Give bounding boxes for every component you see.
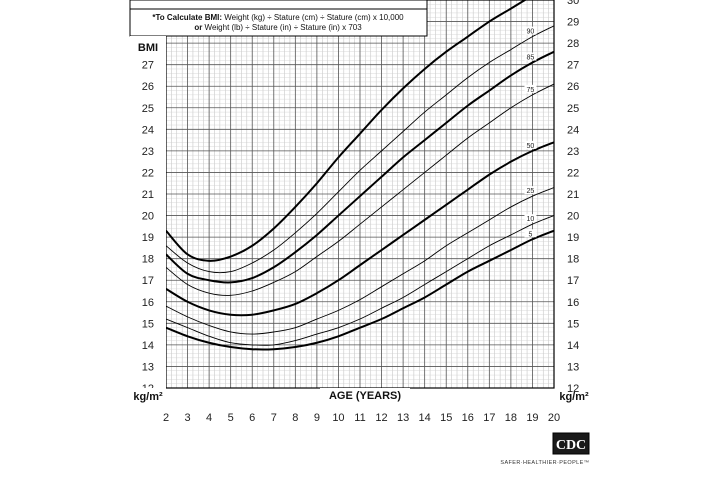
percentile-curve-50 bbox=[166, 141, 554, 317]
percentile-curve-25 bbox=[166, 187, 554, 335]
left-unit-band bbox=[130, 388, 166, 408]
y-tick-label-right: 18 bbox=[567, 254, 579, 266]
percentile-curve-10 bbox=[166, 215, 554, 346]
cdc-logo: CDC SAFER·HEALTHIER·PEOPLE™ bbox=[500, 432, 590, 466]
y-tick-label-right: 21 bbox=[567, 189, 579, 201]
percentile-label-25: 25 bbox=[527, 188, 535, 195]
x-tick-label: 10 bbox=[332, 412, 344, 424]
percentile-label-bg bbox=[524, 140, 537, 149]
percentile-label-75: 75 bbox=[527, 87, 535, 94]
cdc-tagline: SAFER·HEALTHIER·PEOPLE™ bbox=[500, 460, 589, 466]
y-tick-label-left: 16 bbox=[142, 297, 154, 309]
percentile-curve-90 bbox=[166, 25, 554, 274]
y-tick-label-left: 26 bbox=[142, 81, 154, 93]
formula-box bbox=[129, 0, 428, 37]
y-tick-label-left: 13 bbox=[142, 361, 154, 373]
percentile-curve-5 bbox=[166, 229, 554, 351]
y-tick-label-right: 25 bbox=[567, 103, 579, 115]
x-tick-label: 12 bbox=[375, 412, 387, 424]
x-tick-label: 16 bbox=[462, 412, 474, 424]
y-tick-label-right: 30 bbox=[567, 0, 579, 7]
x-tick-label: 13 bbox=[397, 412, 409, 424]
y-tick-label-right: 22 bbox=[567, 167, 579, 179]
percentile-label-5: 5 bbox=[528, 231, 532, 238]
x-axis-title: AGE (YEARS) bbox=[329, 390, 401, 402]
x-tick-label: 9 bbox=[314, 412, 320, 424]
y-tick-label-right: 29 bbox=[567, 17, 579, 29]
left-label-panel bbox=[130, 36, 166, 388]
percentile-label-bg bbox=[524, 26, 537, 35]
y-tick-label-right: 26 bbox=[567, 81, 579, 93]
x-tick-label: 20 bbox=[548, 412, 560, 424]
x-tick-label: 3 bbox=[184, 412, 190, 424]
percentile-curve-85 bbox=[166, 50, 554, 284]
y-tick-label-right: 20 bbox=[567, 211, 579, 223]
x-ticks: 2 3 4 5 6 7 8 9 10 11 12 13 14 15 16 17 18 19 20 bbox=[163, 412, 560, 424]
x-tick-label: 14 bbox=[419, 412, 431, 424]
y-tick-label-right: 13 bbox=[567, 361, 579, 373]
y-tick-label-left: 20 bbox=[142, 211, 154, 223]
y-tick-label-left: 18 bbox=[142, 254, 154, 266]
percentile-label-bg bbox=[524, 84, 537, 93]
y-ticks-right: 12 13 14 15 16 17 18 19 20 21 22 23 24 25 26 27 28 29 30 bbox=[567, 0, 579, 395]
formula-line-1: *To Calculate BMI: Weight (kg) ÷ Stature… bbox=[152, 13, 404, 22]
cdc-logo-text: CDC bbox=[556, 438, 586, 453]
y-tick-label-right: 15 bbox=[567, 318, 579, 330]
x-tick-label: 18 bbox=[505, 412, 517, 424]
y-tick-label-right: 24 bbox=[567, 124, 579, 136]
y-tick-label-right: 19 bbox=[567, 232, 579, 244]
y-tick-label-right: 12 bbox=[567, 383, 579, 395]
percentile-curves bbox=[166, 0, 554, 351]
percentile-label-bg bbox=[524, 186, 537, 195]
y-tick-label-left: 27 bbox=[142, 60, 154, 72]
formula-line-2: or Weight (lb) ÷ Stature (in) ÷ Stature … bbox=[194, 23, 362, 32]
cdc-logo-box bbox=[552, 432, 590, 455]
percentile-label-bg bbox=[524, 214, 537, 223]
x-tick-label: 15 bbox=[440, 412, 452, 424]
x-tick-label: 4 bbox=[206, 412, 212, 424]
percentile-curve-95 bbox=[166, 0, 527, 262]
x-tick-label: 5 bbox=[228, 412, 234, 424]
y-tick-label-left: 24 bbox=[142, 124, 154, 136]
x-tick-label: 7 bbox=[271, 412, 277, 424]
percentile-label-90: 90 bbox=[527, 29, 535, 36]
y-tick-label-left: 17 bbox=[142, 275, 154, 287]
percentile-label-50: 50 bbox=[527, 143, 535, 150]
x-tick-label: 17 bbox=[483, 412, 495, 424]
y-tick-label-left: 21 bbox=[142, 189, 154, 201]
y-unit-right: kg/m² bbox=[559, 391, 589, 403]
y-tick-label-left: 25 bbox=[142, 103, 154, 115]
x-title-band bbox=[320, 388, 410, 402]
x-tick-label: 6 bbox=[249, 412, 255, 424]
y-tick-label-left: 15 bbox=[142, 318, 154, 330]
y-tick-label-right: 23 bbox=[567, 146, 579, 158]
y-tick-label-right: 17 bbox=[567, 275, 579, 287]
x-tick-label: 19 bbox=[526, 412, 538, 424]
percentile-label-bg bbox=[524, 229, 537, 238]
percentile-label-10: 10 bbox=[527, 216, 535, 223]
y-tick-label-left: 14 bbox=[142, 340, 154, 352]
y-tick-label-right: 28 bbox=[567, 38, 579, 50]
y-tick-label-right: 14 bbox=[567, 340, 579, 352]
percentile-label-85: 85 bbox=[527, 55, 535, 62]
y-tick-label-right: 27 bbox=[567, 60, 579, 72]
percentile-labels: 959085755025105 bbox=[524, 26, 537, 238]
y-tick-label-right: 16 bbox=[567, 297, 579, 309]
percentile-curve-75 bbox=[166, 83, 554, 296]
x-tick-label: 8 bbox=[292, 412, 298, 424]
y-tick-label-left: 22 bbox=[142, 167, 154, 179]
y-tick-label-left: 23 bbox=[142, 146, 154, 158]
percentile-label-bg bbox=[524, 52, 537, 61]
y-axis-title: BMI bbox=[138, 42, 158, 54]
y-unit-left: kg/m² bbox=[133, 391, 163, 403]
x-tick-label: 2 bbox=[163, 412, 169, 424]
x-tick-label: 11 bbox=[354, 412, 365, 424]
y-tick-label-left: 19 bbox=[142, 232, 154, 244]
